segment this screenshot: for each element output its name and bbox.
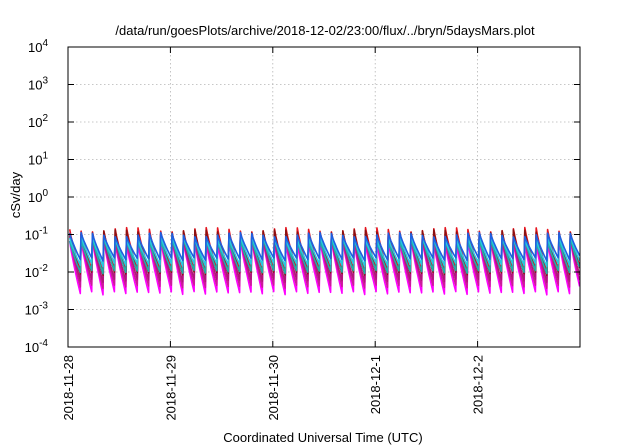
y-tick-label: 102 xyxy=(28,113,48,130)
series-line xyxy=(68,238,581,296)
y-axis-label: cSv/day xyxy=(8,171,23,218)
y-tick-label: 10-1 xyxy=(25,226,49,243)
x-tick-label: 2018-11-29 xyxy=(163,355,178,421)
x-axis-label: Coordinated Universal Time (UTC) xyxy=(223,430,422,445)
x-tick-label: 2018-12-2 xyxy=(471,355,486,414)
y-tick-label: 10-2 xyxy=(25,263,49,280)
series-line xyxy=(68,234,581,268)
y-tick-label: 104 xyxy=(28,38,48,55)
y-tick-label: 10-3 xyxy=(25,301,49,318)
y-tick-label: 100 xyxy=(28,188,48,205)
series-group xyxy=(68,226,581,296)
y-tick-label: 10-4 xyxy=(25,338,49,355)
x-tick-label: 2018-11-28 xyxy=(61,355,76,421)
y-tick-label: 103 xyxy=(28,76,48,93)
x-tick-label: 2018-12-1 xyxy=(368,355,383,414)
series-line xyxy=(68,236,581,275)
x-tick-label: 2018-11-30 xyxy=(266,355,281,421)
chart-title: /data/run/goesPlots/archive/2018-12-02/2… xyxy=(115,23,535,38)
y-axis: 10-4 10-3 10-2 10-1 100 101 102 103 104 xyxy=(25,38,580,355)
series-line xyxy=(68,231,581,262)
grid xyxy=(68,47,580,347)
y-tick-label: 101 xyxy=(28,151,48,168)
x-axis: 2018-11-28 2018-11-29 2018-11-30 2018-12-1 2… xyxy=(61,47,486,421)
